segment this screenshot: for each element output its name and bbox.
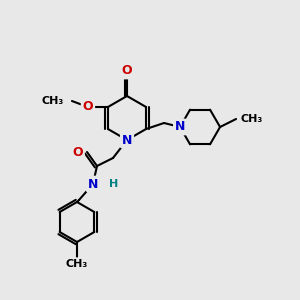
Text: CH₃: CH₃	[66, 259, 88, 269]
Text: O: O	[122, 64, 132, 77]
Text: CH₃: CH₃	[240, 114, 262, 124]
Text: N: N	[175, 121, 185, 134]
Text: CH₃: CH₃	[42, 96, 64, 106]
Text: O: O	[82, 100, 93, 113]
Text: H: H	[109, 179, 118, 189]
Text: N: N	[88, 178, 98, 190]
Text: N: N	[122, 134, 132, 146]
Text: O: O	[72, 146, 83, 158]
